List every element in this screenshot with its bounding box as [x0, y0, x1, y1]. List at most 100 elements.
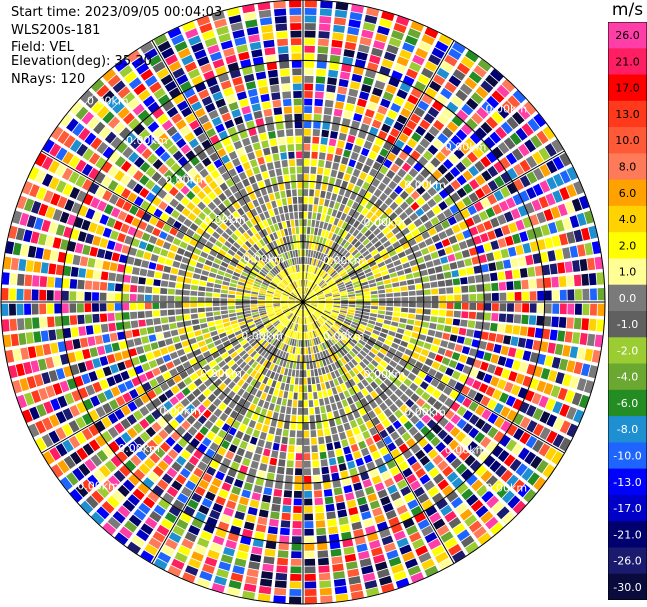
- gate: [472, 235, 482, 245]
- gate: [74, 350, 84, 362]
- gate: [167, 344, 176, 353]
- colorbar-swatch: [608, 363, 647, 391]
- gate: [304, 272, 306, 280]
- gate: [335, 265, 342, 272]
- gate: [432, 74, 446, 86]
- gate: [412, 54, 425, 66]
- gate: [290, 283, 295, 290]
- gate: [244, 252, 252, 259]
- colorbar-swatch: [608, 468, 647, 496]
- gate: [584, 380, 594, 394]
- gate: [80, 90, 94, 104]
- gate: [135, 449, 147, 461]
- gate: [440, 504, 453, 517]
- gate: [278, 137, 286, 145]
- gate: [333, 353, 340, 361]
- gate: [393, 259, 402, 267]
- gate: [378, 310, 386, 315]
- gate: [175, 138, 187, 149]
- gate: [152, 287, 160, 294]
- gate: [218, 249, 227, 256]
- gate: [176, 493, 189, 504]
- gate: [66, 214, 77, 226]
- gate: [450, 458, 462, 470]
- gate: [417, 518, 430, 530]
- gate: [358, 258, 366, 265]
- gate: [133, 170, 144, 181]
- gate: [317, 268, 322, 276]
- gate: [400, 286, 408, 292]
- gate: [292, 234, 297, 242]
- gate: [393, 498, 405, 508]
- gate: [369, 372, 377, 380]
- gate: [410, 415, 420, 425]
- gate: [145, 224, 155, 234]
- gate: [533, 423, 545, 437]
- gate: [130, 137, 142, 150]
- gate: [239, 98, 249, 108]
- gate: [494, 227, 504, 238]
- gate: [165, 258, 174, 266]
- gate: [231, 275, 239, 281]
- gate: [218, 203, 227, 212]
- gate: [168, 281, 176, 288]
- gate: [117, 86, 131, 99]
- gate: [1, 319, 10, 332]
- gate: [258, 302, 265, 305]
- gate: [339, 164, 347, 173]
- gate: [198, 383, 207, 393]
- gate: [154, 447, 166, 458]
- gate: [224, 161, 234, 171]
- gate: [518, 447, 530, 461]
- gate: [381, 123, 391, 133]
- gate: [12, 210, 22, 224]
- gate: [272, 442, 280, 451]
- gate: [365, 211, 374, 220]
- gate: [451, 270, 460, 278]
- gate: [337, 455, 345, 464]
- gate: [221, 172, 231, 181]
- gate: [189, 238, 198, 247]
- gate: [333, 334, 340, 341]
- gate: [388, 516, 400, 527]
- gate: [356, 391, 364, 400]
- gate: [308, 347, 311, 355]
- gate: [246, 229, 254, 237]
- gate: [497, 449, 510, 463]
- gate: [108, 399, 119, 411]
- gate: [362, 164, 371, 174]
- gate: [368, 351, 376, 359]
- gate: [456, 62, 470, 75]
- gate: [112, 490, 125, 503]
- gate: [330, 371, 337, 379]
- gate: [349, 11, 363, 21]
- gate: [40, 330, 49, 342]
- gate: [289, 322, 294, 330]
- gate: [280, 335, 286, 342]
- gate: [273, 595, 286, 604]
- gate: [461, 303, 469, 310]
- gate: [274, 256, 280, 264]
- gate: [449, 204, 459, 215]
- gate: [257, 2, 271, 11]
- gate: [290, 377, 295, 385]
- gate: [244, 286, 252, 291]
- gate: [170, 329, 179, 337]
- gate: [9, 288, 16, 301]
- gate: [462, 397, 473, 408]
- gate: [343, 390, 351, 398]
- gate: [182, 308, 190, 314]
- gate: [512, 325, 521, 335]
- gate: [265, 394, 272, 402]
- gate: [409, 296, 416, 302]
- gate: [129, 303, 137, 310]
- gate: [343, 446, 351, 455]
- gate: [24, 303, 32, 315]
- gate: [303, 211, 308, 219]
- gate: [430, 316, 438, 323]
- gate: [74, 242, 84, 254]
- gate: [129, 294, 137, 301]
- gate: [258, 221, 265, 230]
- gate: [460, 56, 475, 69]
- gate: [448, 48, 462, 61]
